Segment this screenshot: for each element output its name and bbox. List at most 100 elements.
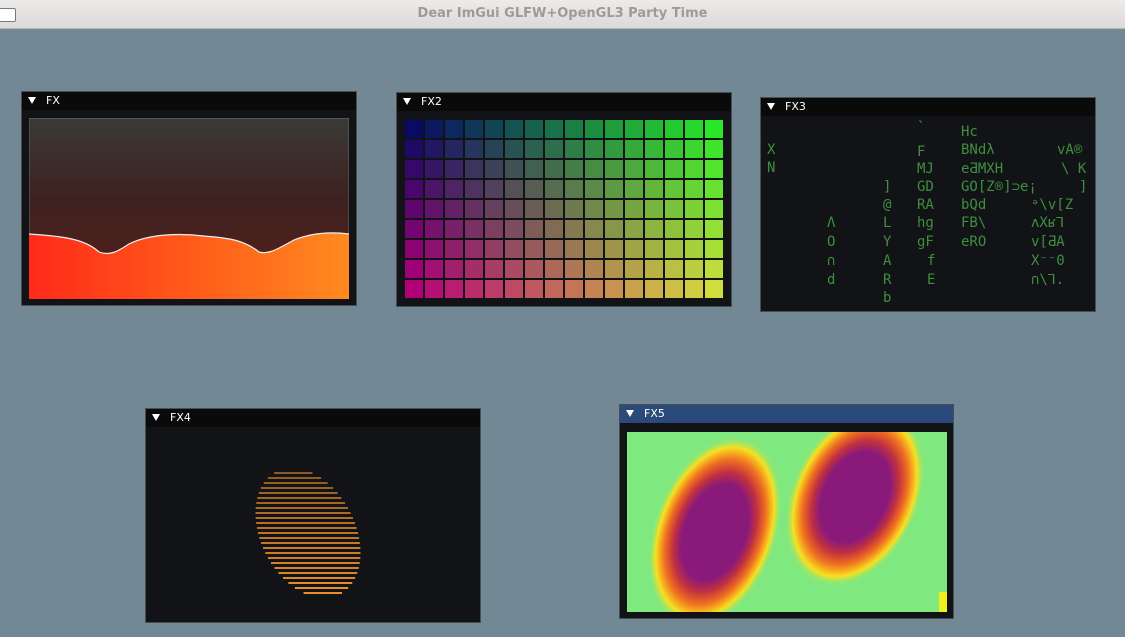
color-cell [665,220,683,238]
orb-stripe [261,542,360,544]
color-cell [445,160,463,178]
color-cell [405,140,423,158]
color-cell [705,180,723,198]
matrix-glyph: Hc [961,124,978,140]
color-cell [485,140,503,158]
matrix-glyph: Λ [827,215,836,231]
color-cell [545,220,563,238]
panel-fx-header[interactable]: FX [22,92,356,110]
collapse-arrow-icon[interactable] [152,414,160,421]
color-cell [545,240,563,258]
color-cell [705,140,723,158]
matrix-glyph: eƋMXH [961,161,1003,177]
collapse-arrow-icon[interactable] [403,98,411,105]
matrix-glyph: X [767,142,776,158]
color-cell [685,220,703,238]
matrix-glyph: FB\ [961,215,986,231]
color-cell [665,120,683,138]
orb-stripe [274,472,313,474]
panel-fx2[interactable]: FX2 [396,92,732,307]
color-cell [645,200,663,218]
orb-stripe [255,512,351,514]
panel-fx4-header[interactable]: FX4 [146,409,480,427]
color-cell [485,120,503,138]
color-cell [505,260,523,278]
collapse-arrow-icon[interactable] [28,97,36,104]
color-cell [625,260,643,278]
color-cell [625,160,643,178]
orb-stripe [256,522,355,524]
color-cell [605,280,623,298]
color-cell [505,180,523,198]
color-cell [525,260,543,278]
matrix-glyph: ] [1079,179,1087,195]
orb-stripe [278,572,358,574]
matrix-glyph: f [927,253,935,269]
color-cell [665,280,683,298]
color-cell [705,260,723,278]
matrix-glyph: eRO [961,234,986,250]
color-cell [505,280,523,298]
matrix-glyph: BNdλ [961,142,995,158]
color-cell [545,260,563,278]
color-cell [625,240,643,258]
matrix-glyph: E [927,272,935,288]
color-cell [705,240,723,258]
color-cell [705,160,723,178]
panel-fx5[interactable]: FX5 [619,404,954,619]
color-cell [585,120,603,138]
panel-title: FX5 [644,407,665,420]
color-cell [685,280,703,298]
panel-fx4[interactable]: FX4 [145,408,481,623]
orb-stripe [271,562,360,564]
color-cell [685,200,703,218]
color-cell [465,260,483,278]
color-cell [405,240,423,258]
collapse-arrow-icon[interactable] [767,103,775,110]
color-cell [565,180,583,198]
matrix-glyph: N [767,160,775,176]
matrix-glyph: @ [883,197,892,213]
color-cell [565,120,583,138]
orb-stripe [255,507,348,509]
panel-fx3-header[interactable]: FX3 [761,98,1095,116]
color-cell [665,260,683,278]
color-cell [465,160,483,178]
color-cell [485,240,503,258]
color-cell [405,180,423,198]
color-cell [425,180,443,198]
matrix-glyph: bQd [961,197,986,213]
matrix-glyph: v[ƋA [1031,234,1065,250]
color-cell [505,160,523,178]
panel-fx2-header[interactable]: FX2 [397,93,731,111]
matrix-glyph: ` [917,120,925,136]
window-menu-icon[interactable] [0,8,16,22]
color-cell [465,120,483,138]
panel-fx[interactable]: FX [21,91,357,306]
color-cell [565,260,583,278]
orb-stripe [258,532,358,534]
color-cell [465,280,483,298]
orb-stripe [263,547,361,549]
matrix-glyph: R [883,272,892,288]
color-cell [525,200,543,218]
matrix-glyph: RA [917,197,934,213]
color-cell [405,220,423,238]
matrix-glyph: MJ [917,161,934,177]
color-cell [425,160,443,178]
orb-stripe [263,482,328,484]
color-cell [605,220,623,238]
color-cell [645,280,663,298]
color-cell [465,240,483,258]
orb-stripe [258,492,338,494]
color-cell [605,180,623,198]
collapse-arrow-icon[interactable] [626,410,634,417]
color-cell [465,220,483,238]
color-cell [585,260,603,278]
color-cell [625,220,643,238]
matrix-glyph: Ο [827,234,835,250]
color-cell [525,180,543,198]
panel-fx5-header[interactable]: FX5 [620,405,953,423]
matrix-glyph: hg [917,215,934,231]
